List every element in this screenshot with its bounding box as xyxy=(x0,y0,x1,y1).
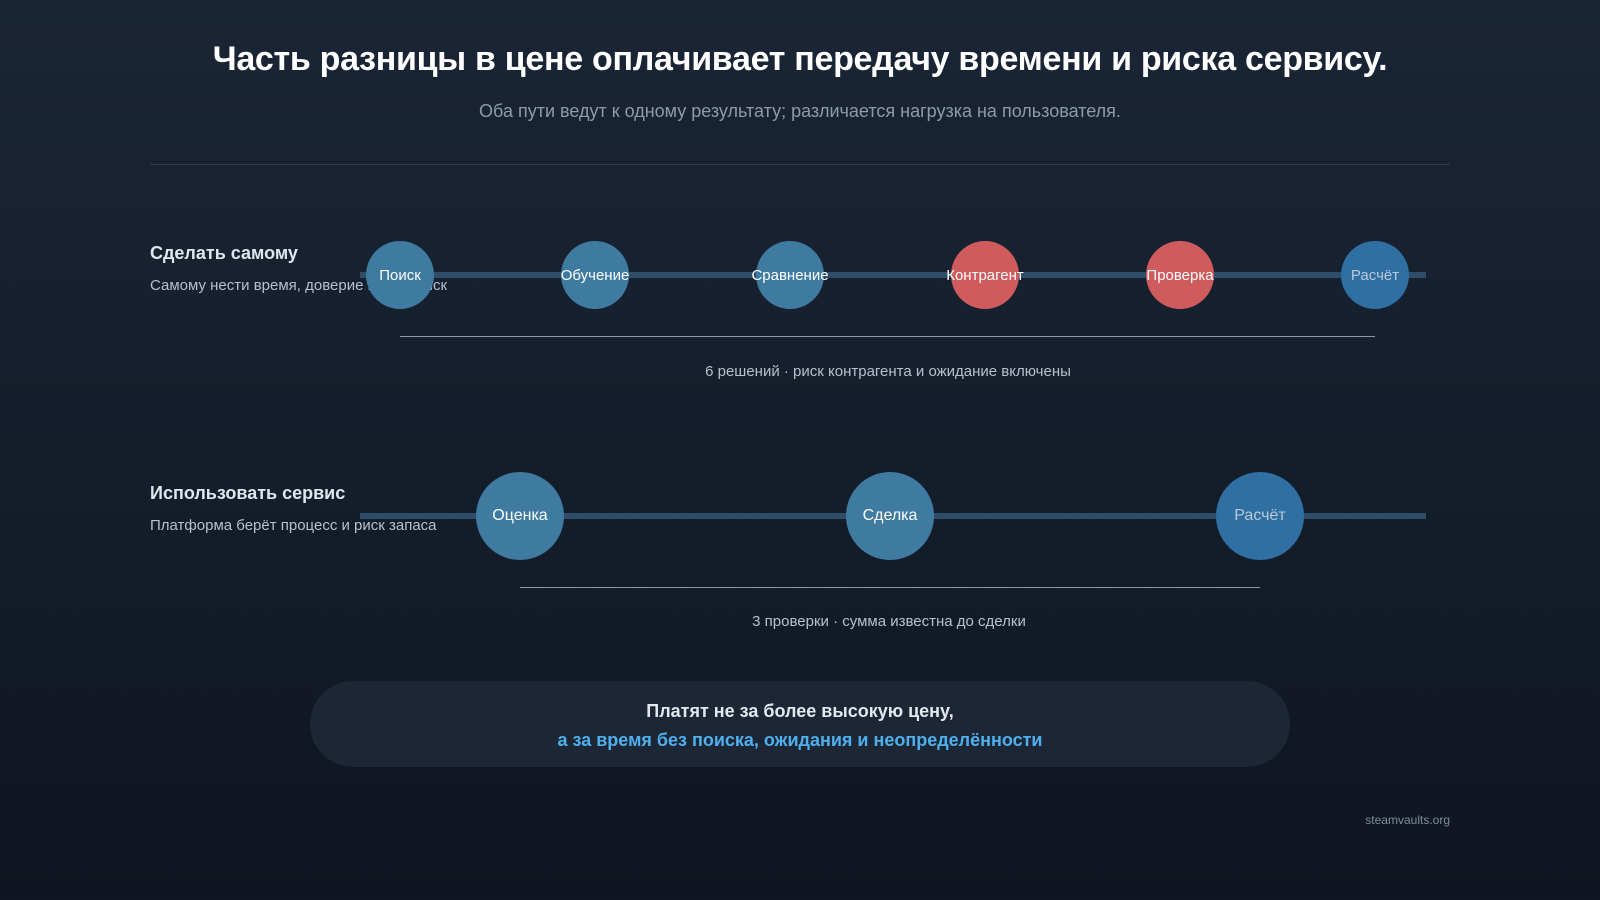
footer-site: steamvaults.org xyxy=(1365,813,1450,827)
diy-step-verification: Проверка xyxy=(1146,241,1214,309)
page-subtitle: Оба пути ведут к одному результату; разл… xyxy=(479,101,1121,121)
callout-box: Платят не за более высокую цену, а за вр… xyxy=(310,681,1290,767)
diy-step-comparison: Сравнение xyxy=(751,241,829,309)
diy-step-counterparty: Контрагент xyxy=(946,241,1024,309)
service-row-title: Использовать сервис xyxy=(150,483,346,503)
diy-span-caption: 6 решений · риск контрагента и ожидание … xyxy=(705,363,1071,380)
diy-step-search: Поиск xyxy=(366,241,434,309)
diy-step-learning: Обучение xyxy=(561,241,629,309)
service-step-valuation: Оценка xyxy=(476,472,564,560)
diy-span-line xyxy=(400,336,1375,337)
callout-line-1: Платят не за более высокую цену, xyxy=(646,701,954,721)
service-span-line xyxy=(520,587,1260,588)
page-title: Часть разницы в цене оплачивает передачу… xyxy=(212,40,1388,78)
diy-track xyxy=(360,272,1426,278)
service-span-caption: 3 проверки · сумма известна до сделки xyxy=(752,613,1026,630)
service-step-deal: Сделка xyxy=(846,472,934,560)
service-row-description: Платформа берёт процесс и риск запаса xyxy=(150,517,437,534)
callout-line-2: а за время без поиска, ожидания и неопре… xyxy=(557,730,1043,750)
service-step-settlement: Расчёт xyxy=(1216,472,1304,560)
diy-row-title: Сделать самому xyxy=(150,243,298,263)
diy-step-settlement: Расчёт xyxy=(1341,241,1409,309)
header-divider xyxy=(150,164,1450,165)
